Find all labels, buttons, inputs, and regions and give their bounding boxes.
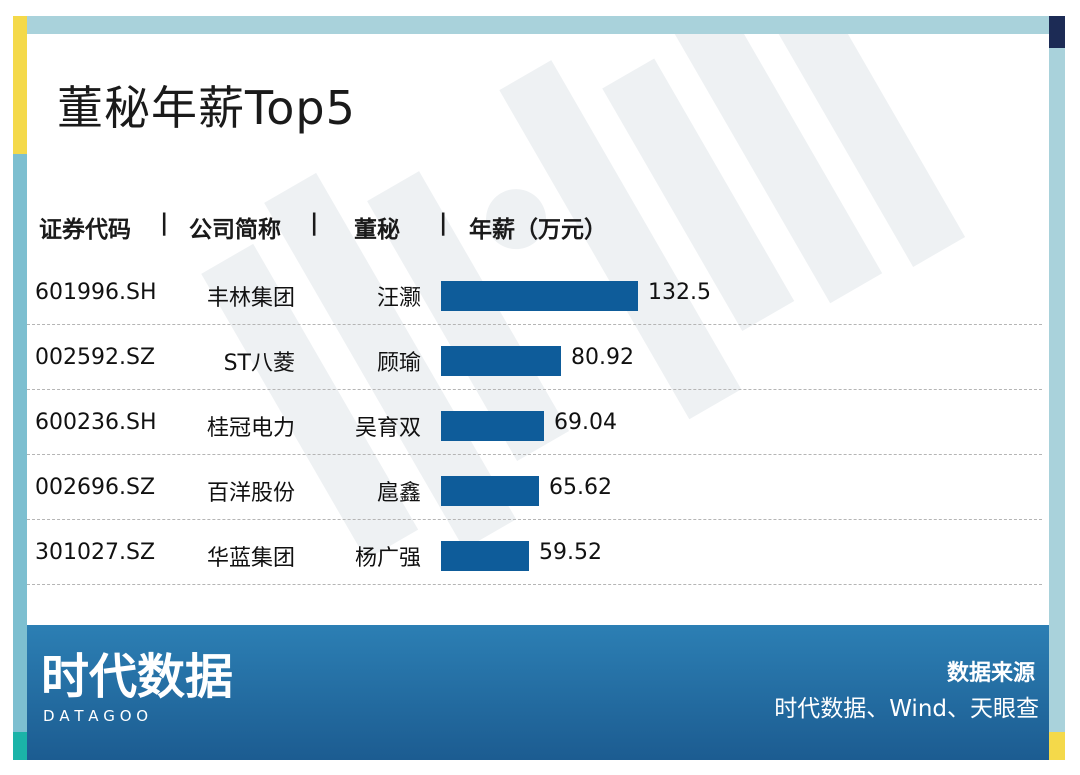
row-person: 扈鑫 [376,481,421,506]
source-text: 时代数据、Wind、天眼查 [774,696,1039,722]
header-code: 证券代码 [39,217,131,243]
row-divider [27,324,1042,325]
row-divider [27,584,1042,585]
row-company: 桂冠电力 [206,416,295,441]
bar-mark [441,281,638,311]
chart-title: 董秘年薪Top5 [57,81,356,135]
frame-top [13,16,1065,34]
accent-corner-bottom-right [1049,732,1065,760]
bar-value-label: 132.5 [648,280,711,305]
bar-mark [441,346,561,376]
table-row: 002696.SZ 百洋股份 扈鑫 65.62 [27,467,1049,517]
row-code: 301027.SZ [35,540,156,565]
accent-corner-bottom-left [13,732,27,760]
chart-card: 董秘年薪Top5 证券代码 | 公司简称 | 董秘 | 年薪（万元） 60199… [27,34,1049,625]
bar-mark [441,476,539,506]
bar-mark [441,541,529,571]
table-header: 证券代码 | 公司简称 | 董秘 | 年薪（万元） [27,210,1049,244]
accent-corner-top-right [1049,16,1065,48]
datagoo-logo: 时代数据 D A T A G O O [41,649,233,725]
bar-value-label: 69.04 [554,410,617,435]
table-row: 601996.SH 丰林集团 汪灏 132.5 [27,272,1049,322]
logo-subtext: D A T A G O O [43,707,148,725]
header-company: 公司简称 [189,217,281,243]
row-company: ST八菱 [223,351,295,376]
row-code: 601996.SH [35,280,157,305]
row-person: 顾瑜 [376,351,421,376]
row-company: 华蓝集团 [206,546,295,571]
row-divider [27,519,1042,520]
frame-left [13,16,27,760]
row-person: 吴育双 [354,416,421,441]
source-title: 数据来源 [946,661,1035,686]
table-row: 301027.SZ 华蓝集团 杨广强 59.52 [27,532,1049,582]
row-divider [27,454,1042,455]
row-person: 汪灏 [376,286,421,311]
bar-value-label: 65.62 [549,475,612,500]
table-row: 002592.SZ ST八菱 顾瑜 80.92 [27,337,1049,387]
row-company: 丰林集团 [206,286,295,311]
bar-value-label: 80.92 [571,345,634,370]
footer: 时代数据 D A T A G O O 数据来源 时代数据、Wind、天眼查 [27,625,1049,760]
bar-value-label: 59.52 [539,540,602,565]
row-divider [27,389,1042,390]
row-code: 002696.SZ [35,475,156,500]
header-salary: 年薪（万元） [469,217,607,243]
frame-right [1049,16,1065,760]
row-company: 百洋股份 [206,481,295,506]
row-person: 杨广强 [354,546,421,571]
bar-mark [441,411,544,441]
header-separator-2: | [310,210,319,236]
row-code: 002592.SZ [35,345,156,370]
row-code: 600236.SH [35,410,157,435]
header-separator-3: | [439,210,448,236]
logo-text: 时代数据 [41,649,233,705]
accent-corner-top-left [13,16,27,154]
header-separator-1: | [160,210,169,236]
header-person: 董秘 [354,217,400,243]
table-row: 600236.SH 桂冠电力 吴育双 69.04 [27,402,1049,452]
